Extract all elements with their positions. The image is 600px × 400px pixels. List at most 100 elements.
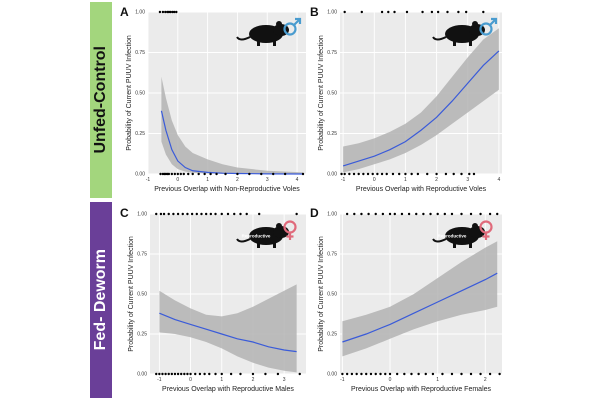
x-tick-label: 1	[206, 177, 209, 183]
data-point-uninfected	[417, 372, 420, 376]
data-point-infected	[436, 10, 440, 14]
data-point-uninfected	[208, 372, 211, 376]
data-point-infected	[387, 10, 390, 14]
data-point-uninfected	[298, 372, 301, 376]
y-tick-label: 1.00	[327, 212, 337, 218]
panel-letter: B	[310, 5, 319, 19]
male-symbol-icon	[479, 22, 493, 36]
data-point-infected	[381, 212, 385, 216]
data-point-uninfected	[410, 172, 413, 176]
data-point-infected	[200, 212, 203, 216]
data-point-infected	[159, 212, 163, 216]
x-tick-label: -1	[341, 177, 346, 183]
data-point-uninfected	[397, 172, 401, 176]
data-point-uninfected	[355, 372, 358, 376]
data-point-uninfected	[357, 172, 360, 176]
confidence-ribbon	[161, 76, 304, 174]
data-point-infected	[195, 212, 198, 216]
x-tick-label: 3	[283, 377, 286, 383]
data-point-uninfected	[441, 372, 444, 376]
vole-tail-icon	[236, 238, 251, 243]
data-point-uninfected	[365, 372, 368, 376]
data-point-infected	[343, 10, 346, 14]
data-point-uninfected	[203, 372, 206, 376]
data-point-infected	[460, 212, 463, 216]
data-point-infected	[181, 212, 184, 216]
data-point-uninfected	[182, 172, 185, 176]
data-point-uninfected	[385, 172, 388, 176]
data-point-uninfected	[203, 172, 206, 176]
data-point-uninfected	[468, 172, 471, 176]
data-point-uninfected	[348, 172, 351, 176]
panel-letter: C	[120, 206, 129, 220]
data-point-infected	[162, 212, 166, 216]
data-point-uninfected	[224, 172, 227, 176]
y-tick-label: 1.00	[137, 212, 147, 218]
data-point-uninfected	[215, 172, 218, 176]
data-point-uninfected	[384, 372, 387, 376]
data-point-infected	[436, 212, 439, 216]
fit-line	[342, 272, 498, 343]
vole-ear-icon	[472, 223, 478, 229]
y-tick-label: 0.50	[327, 91, 337, 97]
data-point-uninfected	[379, 372, 382, 376]
data-point-uninfected	[404, 172, 407, 176]
data-point-infected	[360, 10, 364, 14]
y-tick-label: 0.75	[135, 50, 145, 56]
row-label-unfed-control: Unfed-Control	[90, 2, 112, 198]
data-point-infected	[214, 212, 217, 216]
fit-line	[159, 312, 297, 353]
panel-letter: D	[310, 206, 319, 220]
data-point-infected	[421, 10, 424, 14]
data-point-uninfected	[220, 372, 223, 376]
data-point-uninfected	[498, 372, 501, 376]
data-point-infected	[429, 212, 432, 216]
vole-annotation: Reproductive	[438, 234, 467, 239]
y-axis-title: Probability of Current PUUV Infection	[318, 35, 325, 151]
data-point-uninfected	[236, 172, 239, 176]
vole-tail-icon	[432, 36, 447, 41]
vole-leg-icon	[273, 41, 276, 46]
data-point-uninfected	[345, 372, 349, 376]
x-tick-label: -1	[146, 177, 151, 183]
vole-leg-icon	[469, 41, 472, 46]
data-point-infected	[161, 10, 165, 14]
data-point-uninfected	[283, 172, 287, 176]
x-axis-title: Previous Overlap with Reproductive Males	[162, 386, 294, 393]
x-tick-label: 0	[189, 377, 192, 383]
data-point-uninfected	[472, 172, 476, 176]
vole-leg-icon	[257, 41, 260, 46]
data-point-uninfected	[380, 172, 384, 176]
data-point-uninfected	[360, 372, 363, 376]
y-axis-title: Probability of Current PUUV Infection	[318, 236, 325, 352]
data-point-infected	[164, 10, 167, 14]
data-point-uninfected	[179, 172, 182, 176]
x-tick-label: 0	[373, 177, 376, 183]
data-point-infected	[457, 10, 460, 14]
data-point-infected	[393, 212, 396, 216]
data-point-infected	[353, 212, 356, 216]
x-tick-label: 0	[176, 177, 179, 183]
data-point-uninfected	[460, 172, 463, 176]
data-point-uninfected	[159, 172, 162, 176]
data-point-uninfected	[416, 172, 420, 176]
data-point-uninfected	[251, 372, 255, 376]
y-tick-label: 0.25	[137, 332, 147, 338]
vole-tail-icon	[236, 36, 251, 41]
data-point-uninfected	[239, 372, 242, 376]
data-point-uninfected	[170, 172, 174, 176]
data-point-uninfected	[435, 172, 438, 176]
data-point-infected	[190, 212, 194, 216]
x-tick-label: 2	[252, 377, 255, 383]
male-symbol-icon	[283, 22, 297, 36]
vole-leg-icon	[453, 41, 456, 46]
data-point-infected	[393, 10, 396, 14]
data-point-infected	[464, 10, 468, 14]
data-point-uninfected	[452, 172, 455, 176]
data-point-uninfected	[424, 372, 427, 376]
x-tick-label: 3	[266, 177, 269, 183]
data-point-uninfected	[187, 172, 190, 176]
data-point-uninfected	[369, 372, 373, 376]
data-point-uninfected	[374, 372, 377, 376]
data-point-infected	[155, 212, 158, 216]
